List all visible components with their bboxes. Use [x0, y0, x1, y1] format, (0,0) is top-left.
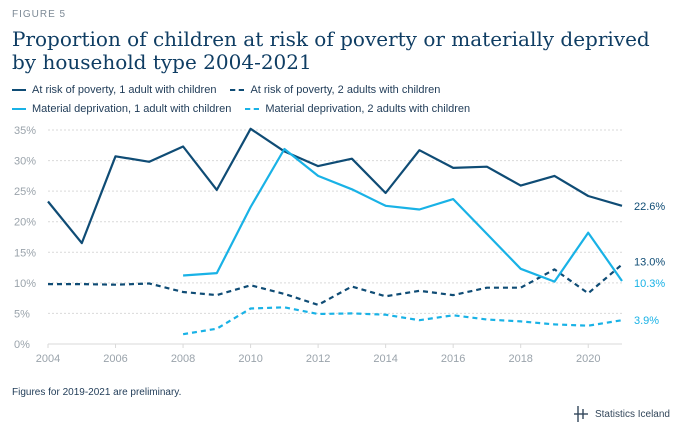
end-value-label: 10.3% — [634, 278, 665, 290]
legend-swatch-dashed-dark — [230, 88, 245, 91]
line-chart: 0% 5% 10% 15% 20% 25% 30% 35% 2004 2006 2008 2010 20… — [14, 125, 665, 365]
x-tick-label: 2006 — [103, 353, 127, 365]
chart-title: Proportion of children at risk of povert… — [12, 27, 650, 74]
legend-swatch-dashed-light — [245, 107, 260, 110]
x-tick-label: 2008 — [171, 353, 195, 365]
x-tick-label: 2004 — [36, 353, 60, 365]
series-line-1 — [47, 127, 623, 245]
series-line-2 — [48, 263, 623, 306]
x-tick-label: 2010 — [238, 353, 262, 365]
y-tick-label: 5% — [14, 308, 30, 320]
brand: Statistics Iceland — [573, 405, 670, 423]
x-tick-label: 2020 — [576, 353, 600, 365]
legend-label: At risk of poverty, 2 adults with childr… — [250, 83, 441, 96]
y-tick-label: 35% — [14, 125, 36, 137]
legend-swatch-solid-dark — [12, 88, 26, 91]
figure-label: FIGURE 5 — [12, 9, 67, 20]
y-tick-label: 15% — [14, 247, 36, 259]
x-tick-label: 2014 — [373, 353, 397, 365]
legend: At risk of poverty, 1 adult with childre… — [12, 80, 672, 118]
legend-row-1: At risk of poverty, 1 adult with childre… — [12, 80, 672, 99]
x-tick-label: 2012 — [306, 353, 330, 365]
end-value-label: 3.9% — [634, 315, 659, 327]
y-tick-label: 25% — [14, 186, 36, 198]
footnote: Figures for 2019-2021 are preliminary. — [12, 387, 182, 398]
y-tick-label: 0% — [14, 339, 30, 351]
legend-label: Material deprivation, 2 adults with chil… — [265, 102, 471, 115]
y-tick-label: 20% — [14, 217, 36, 229]
legend-item-deprivation-1-adult: Material deprivation, 1 adult with child… — [12, 103, 231, 115]
legend-swatch-solid-light — [12, 107, 26, 110]
y-tick-label: 10% — [14, 278, 36, 290]
brand-name: Statistics Iceland — [594, 408, 670, 420]
legend-row-2: Material deprivation, 1 adult with child… — [12, 99, 672, 118]
end-value-label: 13.0% — [634, 257, 665, 269]
y-tick-label: 30% — [14, 156, 36, 168]
legend-label: At risk of poverty, 1 adult with childre… — [32, 83, 217, 96]
x-tick-label: 2016 — [441, 353, 465, 365]
statistics-iceland-logo-icon — [573, 406, 588, 422]
x-tick-label: 2018 — [508, 353, 532, 365]
legend-item-poverty-1-adult: At risk of poverty, 1 adult with childre… — [12, 84, 216, 96]
series-line-3 — [183, 147, 623, 283]
end-value-label: 22.6% — [634, 201, 665, 213]
legend-item-deprivation-2-adults: Material deprivation, 2 adults with chil… — [245, 103, 470, 115]
legend-label: Material deprivation, 1 adult with child… — [32, 102, 232, 115]
legend-item-poverty-2-adults: At risk of poverty, 2 adults with childr… — [230, 84, 440, 96]
series-line-4 — [182, 306, 623, 336]
